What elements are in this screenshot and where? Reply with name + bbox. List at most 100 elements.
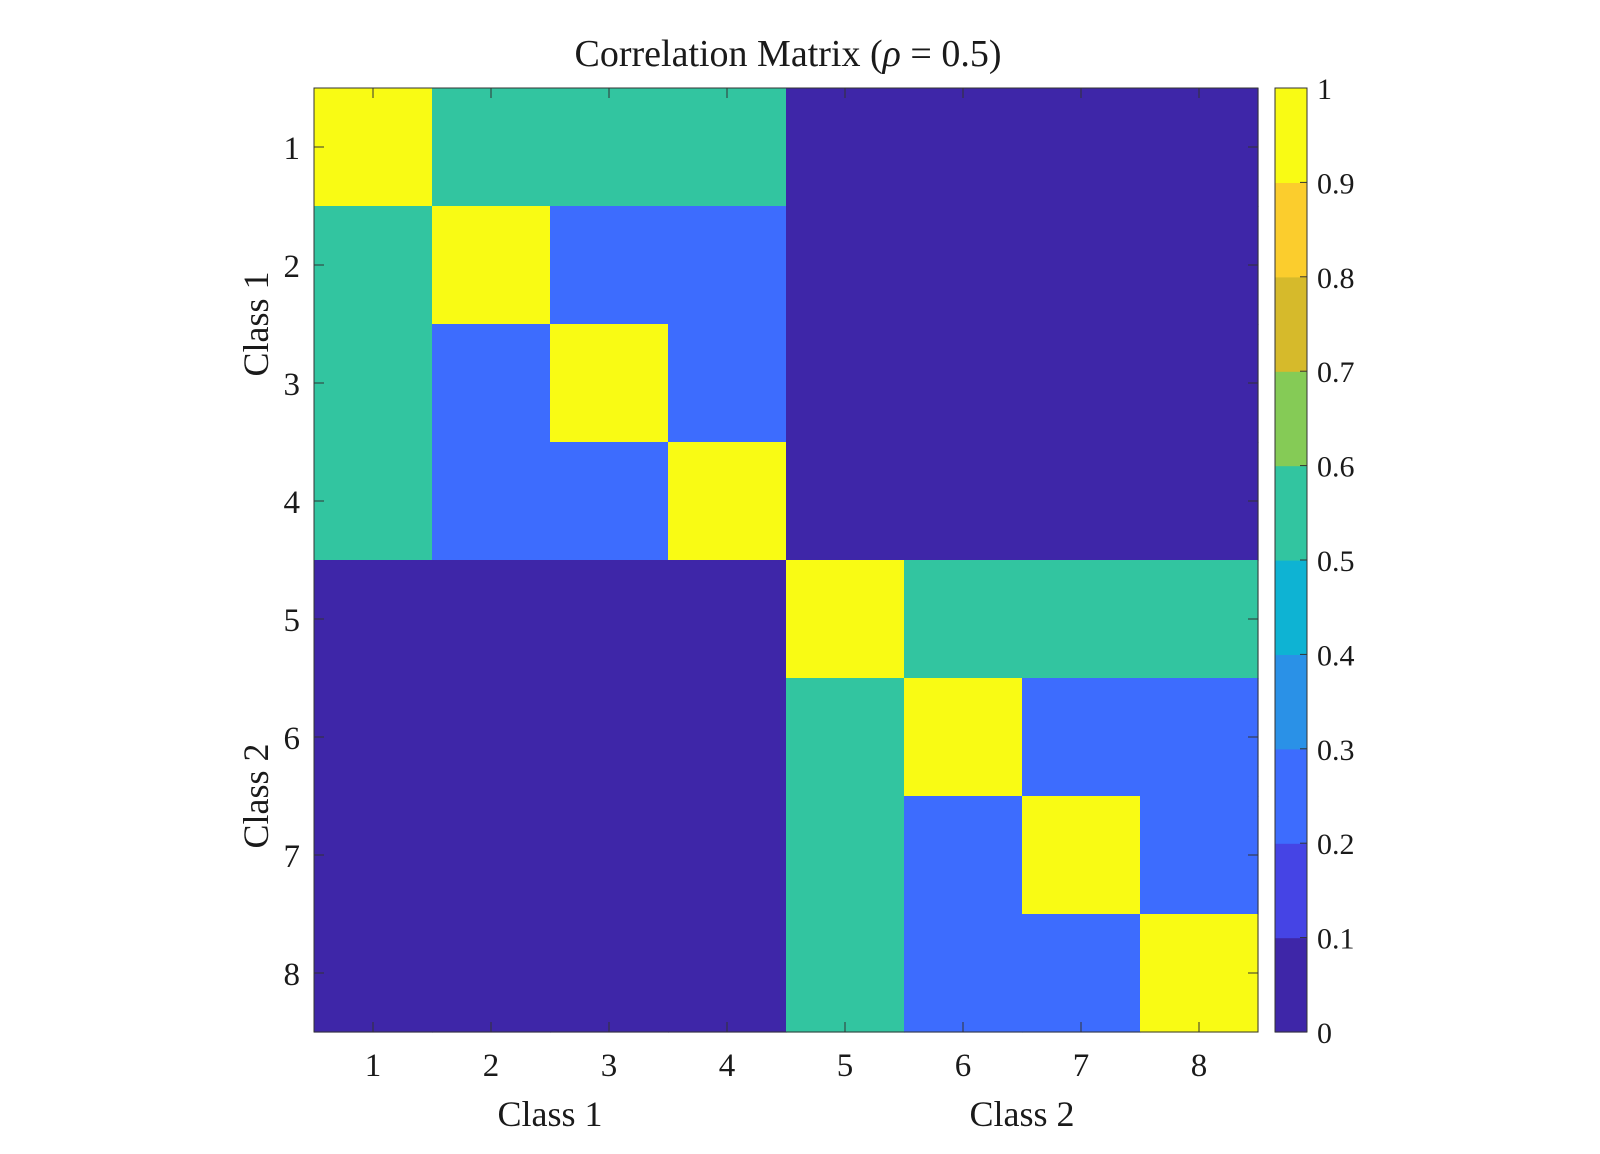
colorbar-tick-label: 0.2 [1317, 828, 1355, 861]
chart-title-main: Correlation Matrix ( [575, 33, 883, 75]
colorbar-tick-label: 0 [1317, 1017, 1332, 1050]
y-tick-label: 1 [284, 131, 301, 167]
heatmap-cell-r1-c1 [314, 88, 433, 207]
heatmap-cell-r4-c7 [1022, 442, 1141, 561]
heatmap-cell-r7-c4 [668, 796, 787, 915]
heatmap-cell-r2-c1 [314, 206, 433, 325]
colorbar-segment [1275, 182, 1307, 278]
y-tick-label: 5 [284, 603, 301, 639]
x-tick-label: 5 [837, 1048, 854, 1084]
chart-title-tail: = 0.5) [901, 33, 1002, 75]
colorbar-segment [1275, 843, 1307, 939]
colorbar-tick-label: 0.4 [1317, 639, 1355, 672]
colorbar-tick-label: 0.5 [1317, 545, 1355, 578]
heatmap-cell-r1-c5 [786, 88, 905, 207]
heatmap-cell-r3-c8 [1140, 324, 1259, 443]
heatmap-cell-r8-c7 [1022, 914, 1141, 1033]
heatmap-cell-r6-c5 [786, 678, 905, 797]
y-group-label: Class 2 [236, 743, 276, 848]
colorbar-tick-label: 0.7 [1317, 356, 1355, 389]
colorbar-segment [1275, 88, 1307, 183]
heatmap-cell-r4-c1 [314, 442, 433, 561]
heatmap-cell-r2-c3 [550, 206, 669, 325]
heatmap-cell-r7-c2 [432, 796, 551, 915]
heatmap-cell-r4-c4 [668, 442, 787, 561]
heatmap-cell-r6-c3 [550, 678, 669, 797]
colorbar-tick-label: 0.8 [1317, 262, 1355, 295]
heatmap-cell-r5-c1 [314, 560, 433, 679]
x-tick-label: 3 [601, 1048, 618, 1084]
heatmap-cell-r7-c1 [314, 796, 433, 915]
plot-frame [313, 87, 1259, 1033]
heatmap-cell-r3-c5 [786, 324, 905, 443]
heatmap-cell-r7-c3 [550, 796, 669, 915]
heatmap-cell-r8-c8 [1140, 914, 1259, 1033]
colorbar: 0 0.1 0.2 0.3 0.4 0.5 0.6 0.7 0.8 0.9 1 [1274, 73, 1355, 1050]
heatmap-cell-r1-c4 [668, 88, 787, 207]
heatmap-cell-r5-c3 [550, 560, 669, 679]
heatmap-cell-r3-c3 [550, 324, 669, 443]
heatmap-cell-r2-c5 [786, 206, 905, 325]
x-tick-label: 1 [365, 1048, 382, 1084]
y-tick-label: 3 [284, 367, 301, 403]
heatmap-cell-r6-c7 [1022, 678, 1141, 797]
colorbar-segment [1275, 654, 1307, 750]
y-group-label: Class 1 [236, 271, 276, 376]
heatmap-cell-r7-c6 [904, 796, 1023, 915]
chart-title: Correlation Matrix (ρ = 0.5) [575, 33, 1002, 75]
x-tick-label: 4 [719, 1048, 736, 1084]
heatmap-cell-r2-c6 [904, 206, 1023, 325]
x-tick-label: 6 [955, 1048, 972, 1084]
y-tick-label: 7 [284, 839, 301, 875]
heatmap-cell-r7-c5 [786, 796, 905, 915]
y-tick-label: 4 [284, 485, 301, 521]
heatmap-cell-r3-c6 [904, 324, 1023, 443]
colorbar-segment [1275, 560, 1307, 655]
heatmap-cell-r3-c7 [1022, 324, 1141, 443]
heatmap-cell-r2-c4 [668, 206, 787, 325]
heatmap-cell-r2-c2 [432, 206, 551, 325]
heatmap-cell-r2-c8 [1140, 206, 1259, 325]
heatmap-cell-r5-c7 [1022, 560, 1141, 679]
heatmap-cell-r4-c5 [786, 442, 905, 561]
heatmap-cell-r6-c2 [432, 678, 551, 797]
heatmap-cell-r2-c7 [1022, 206, 1141, 325]
heatmap-cell-r5-c4 [668, 560, 787, 679]
heatmap-cell-r3-c1 [314, 324, 433, 443]
y-tick-label: 8 [284, 957, 301, 993]
x-group-label: Class 1 [497, 1094, 602, 1134]
x-tick-label: 2 [483, 1048, 500, 1084]
heatmap-cell-r3-c2 [432, 324, 551, 443]
heatmap-cell-r6-c1 [314, 678, 433, 797]
colorbar-segment [1275, 748, 1307, 844]
heatmap-cell-r8-c3 [550, 914, 669, 1033]
colorbar-tick-label: 0.9 [1317, 167, 1355, 200]
colorbar-tick-label: 0.3 [1317, 734, 1355, 767]
heatmap-cell-r1-c2 [432, 88, 551, 207]
heatmap-cell-r3-c4 [668, 324, 787, 443]
heatmap-cell-r8-c5 [786, 914, 905, 1033]
colorbar-tick-label: 0.1 [1317, 923, 1355, 956]
heatmap-cell-r4-c8 [1140, 442, 1259, 561]
heatmap-cell-r5-c2 [432, 560, 551, 679]
heatmap-cell-r4-c2 [432, 442, 551, 561]
colorbar-segment [1275, 371, 1307, 467]
heatmap-cell-r1-c6 [904, 88, 1023, 207]
heatmap-cell-r6-c8 [1140, 678, 1259, 797]
heatmap-cell-r6-c4 [668, 678, 787, 797]
colorbar-segment [1275, 937, 1307, 1033]
chart-title-symbol: ρ [882, 33, 901, 75]
colorbar-tick-label: 1 [1317, 73, 1332, 106]
heatmap-cell-r8-c6 [904, 914, 1023, 1033]
axis-labels: Class 1 Class 2 Class 1 Class 2 [236, 271, 1075, 1134]
heatmap-cell-r5-c5 [786, 560, 905, 679]
x-tick-label: 7 [1073, 1048, 1090, 1084]
axis-ticks: 1 1 2 2 3 3 4 4 5 5 6 6 7 7 8 8 [284, 88, 1258, 1084]
heatmap-cell-r8-c4 [668, 914, 787, 1033]
y-tick-label: 2 [284, 249, 301, 285]
colorbar-segment [1275, 276, 1307, 372]
colorbar-tick-label: 0.6 [1317, 451, 1355, 484]
heatmap-cell-r8-c1 [314, 914, 433, 1033]
heatmap-cell-r1-c7 [1022, 88, 1141, 207]
